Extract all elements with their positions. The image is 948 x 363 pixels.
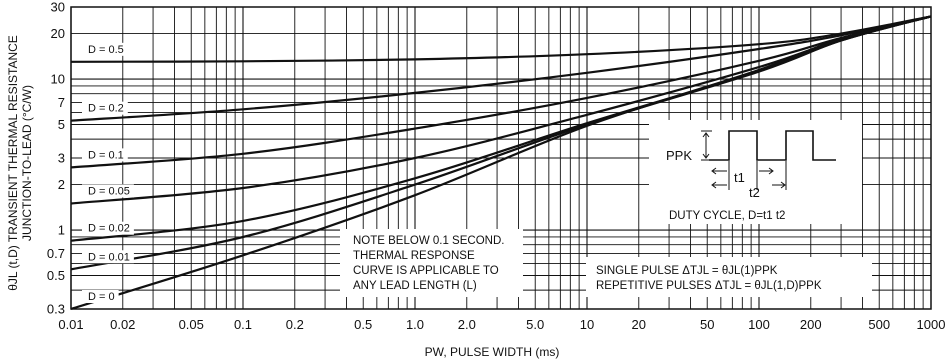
ppk-dimension-arrow (701, 130, 712, 161)
x-tick-label: 0.5 (354, 317, 372, 332)
ppk-label: PPK (666, 148, 692, 163)
x-tick-label: 0.01 (58, 317, 83, 332)
duty-cycle-caption: DUTY CYCLE, D=t1 t2 (669, 210, 785, 222)
curve-labels: D = 0.5 D = 0.2 D = 0.1 D = 0.05 D = 0.02 D =… (82, 42, 134, 303)
y-tick-label: 1 (58, 223, 65, 238)
t2-dimension (711, 161, 787, 190)
x-tick-label: 50 (700, 317, 714, 332)
curve-label-bg (82, 250, 134, 264)
y-tick-label: 3 (58, 151, 65, 166)
curve-label-bg (82, 42, 128, 56)
curve-label-bg (82, 101, 128, 115)
x-tick-label: 2.0 (458, 317, 476, 332)
y-tick-label: 2 (58, 177, 65, 192)
x-tick-label: 0.2 (286, 317, 304, 332)
x-tick-label: 20 (632, 317, 646, 332)
formula-box: SINGLE PULSE ΔTJL = θJL(1)PPK REPETITIVE… (586, 257, 872, 297)
note-line-3: CURVE IS APPLICABLE TO (353, 265, 499, 277)
x-tick-label: 200 (800, 317, 822, 332)
y-tick-label: 30 (51, 0, 65, 15)
y-tick-labels: 0.3 0.5 0.7 1 2 3 5 7 10 20 30 (47, 0, 65, 317)
note-line-1: NOTE BELOW 0.1 SECOND. (353, 235, 504, 247)
curves-layer (70, 15, 932, 311)
pulse-waveform (709, 130, 836, 161)
x-axis-title: PW, PULSE WIDTH (ms) (425, 345, 560, 359)
duty-cycle-inset: PPK t1 t2 DUTY CYCLE, D=t1 t2 (649, 120, 862, 224)
t1-label: t1 (734, 170, 745, 185)
x-tick-label: 100 (748, 317, 770, 332)
y-tick-label: 10 (51, 72, 65, 87)
curve-d-0-01 (70, 15, 932, 271)
curve-label: D = 0.05 (88, 185, 130, 197)
y-axis-title-line2: JUNCTION-TO-LEAD (°C/W) (20, 85, 34, 241)
x-tick-label: 5.0 (526, 317, 544, 332)
note-box: NOTE BELOW 0.1 SECOND. THERMAL RESPONSE … (340, 229, 523, 297)
x-tick-label: 0.05 (179, 317, 204, 332)
curve-label: D = 0.2 (88, 103, 124, 115)
x-tick-label: 500 (868, 317, 890, 332)
curve-label: D = 0.1 (88, 149, 124, 161)
y-tick-label: 0.5 (47, 268, 65, 283)
y-tick-label: 0.3 (47, 302, 65, 317)
curve-label-bg (82, 184, 134, 198)
y-tick-label: 0.7 (47, 246, 65, 261)
curve-label: D = 0.01 (88, 251, 130, 263)
t2-label: t2 (749, 185, 760, 200)
curve-label-bg (82, 290, 119, 303)
x-tick-label: 0.02 (110, 317, 135, 332)
note-box-bg (340, 229, 523, 297)
curve-label: D = 0.02 (88, 223, 130, 235)
t1-dimension (711, 161, 774, 190)
note-line-2: THERMAL RESPONSE (353, 250, 475, 262)
curve-d-0 (70, 15, 932, 311)
curve-d-0-1 (70, 15, 932, 169)
curve-label-bg (82, 148, 128, 162)
y-tick-label: 7 (58, 95, 65, 110)
y-tick-label: 5 (58, 117, 65, 132)
y-tick-label: 20 (51, 26, 65, 41)
curve-label: D = 0 (88, 291, 115, 303)
formula-single-pulse: SINGLE PULSE ΔTJL = θJL(1)PPK (596, 265, 778, 277)
plot-frame (70, 6, 932, 310)
formula-repetitive-pulses: REPETITIVE PULSES ΔTJL = θJL(1,D)PPK (596, 280, 822, 292)
curve-label: D = 0.5 (88, 44, 124, 56)
y-axis-title-line1: θJL (t,D) TRANSIENT THERMAL RESISTANCE (6, 35, 20, 291)
inset-bg (649, 120, 862, 224)
note-line-4: ANY LEAD LENGTH (L) (353, 280, 477, 292)
curve-d-0-5 (70, 15, 932, 63)
formula-box-bg (586, 257, 872, 297)
x-tick-label: 0.1 (234, 317, 252, 332)
curve-label-bg (82, 221, 134, 235)
x-tick-label: 1000 (917, 317, 946, 332)
x-tick-label: 10 (580, 317, 594, 332)
x-tick-labels: 0.01 0.02 0.05 0.1 0.2 0.5 1.0 2.0 5.0 10 20 50 100 2… (58, 317, 945, 332)
curve-d-0-2 (70, 15, 932, 122)
x-tick-label: 1.0 (406, 317, 424, 332)
